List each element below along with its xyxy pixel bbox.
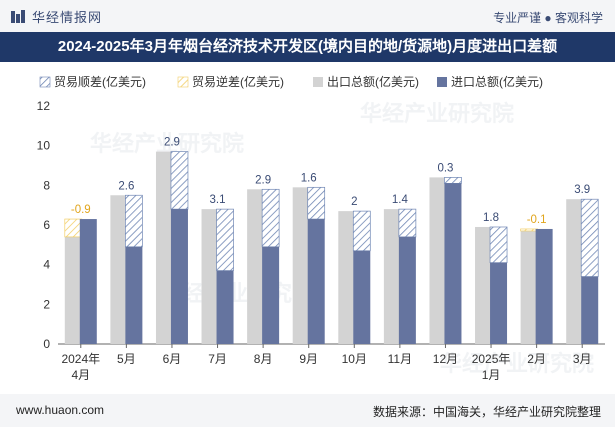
- bars: -0.9 2024年 4月 2.6 5月 2.9 6月 3.1 7月 2.9 8月 1.6 9月 2 10月…: [61, 137, 599, 382]
- import-bar: [444, 183, 462, 344]
- y-tick-label: 6: [43, 218, 50, 232]
- y-tick-label: 2: [43, 297, 50, 311]
- legend-swatch: [313, 77, 323, 87]
- surplus-bar: [444, 177, 462, 184]
- export-bar: [566, 199, 584, 344]
- top-bar: 华经情报网 专业严谨 ● 客观科学: [0, 0, 615, 32]
- export-bar: [475, 226, 493, 344]
- logo-text: 华经情报网: [32, 10, 103, 25]
- y-tick-label: 4: [43, 258, 50, 272]
- x-tick-label: 7月: [208, 352, 227, 366]
- chart-title: 2024-2025年3月年烟台经济技术开发区(境内目的地/货源地)月度进出口差额: [0, 32, 615, 62]
- export-bar: [201, 209, 219, 344]
- export-bar: [429, 177, 447, 344]
- import-bar: [581, 276, 599, 344]
- surplus-bar: [352, 210, 371, 252]
- x-tick-label: 9月: [299, 352, 318, 366]
- import-bar: [490, 262, 508, 344]
- export-bar: [110, 195, 128, 344]
- legend-swatch: [437, 77, 447, 87]
- x-tick-label: 2月: [527, 352, 546, 366]
- balance-label: -0.1: [527, 214, 547, 226]
- surplus-bar: [125, 194, 143, 248]
- legend-swatch: [39, 76, 51, 88]
- x-tick-label: 6月: [163, 352, 182, 366]
- balance-label: 2.9: [164, 137, 180, 149]
- balance-label: 1.4: [392, 194, 409, 206]
- export-bar: [383, 209, 401, 344]
- export-bar: [155, 151, 173, 344]
- legend-label: 进口总额(亿美元): [451, 74, 543, 89]
- x-tick-label: 8月: [254, 352, 273, 366]
- x-tick-label: 1月: [482, 368, 501, 382]
- import-bar: [216, 270, 234, 344]
- x-tick-label: 11月: [388, 352, 412, 366]
- legend: 贸易顺差(亿美元) 贸易逆差(亿美元) 出口总额(亿美元) 进口总额(亿美元): [39, 74, 543, 89]
- balance-label: 0.3: [437, 162, 453, 174]
- legend-label: 出口总额(亿美元): [327, 74, 419, 89]
- surplus-bar: [580, 198, 599, 277]
- x-tick-label: 4月: [71, 368, 90, 382]
- y-tick-label: 10: [37, 139, 51, 153]
- surplus-bar: [398, 208, 417, 238]
- site-url: www.huaon.com: [16, 403, 105, 417]
- balance-label: 2: [351, 196, 357, 208]
- surplus-bar: [170, 151, 189, 210]
- deficit-bar: [64, 218, 83, 238]
- import-bar: [262, 246, 280, 344]
- balance-label: -0.9: [71, 204, 91, 216]
- y-tick-label: 8: [43, 178, 50, 192]
- balance-label: 3.9: [574, 184, 590, 196]
- surplus-bar: [216, 208, 234, 271]
- import-bar: [535, 228, 553, 344]
- legend-swatch: [177, 76, 189, 88]
- legend-label: 贸易逆差(亿美元): [192, 74, 284, 89]
- axes: 0 2 4 6 8 10 12: [37, 99, 605, 351]
- import-bar: [79, 219, 97, 344]
- export-bar: [64, 236, 82, 344]
- x-tick-label: 12月: [433, 352, 458, 366]
- export-bar: [520, 230, 538, 344]
- import-bar: [170, 209, 188, 344]
- surplus-bar: [489, 226, 508, 264]
- x-tick-label: 2025年: [472, 352, 511, 366]
- deficit-bar: [520, 228, 538, 232]
- surplus-bar: [307, 186, 326, 220]
- bar-chart: 贸易顺差(亿美元) 贸易逆差(亿美元) 出口总额(亿美元) 进口总额(亿美元) 0 2 4…: [37, 74, 605, 382]
- x-tick-label: 2024年: [61, 352, 100, 366]
- x-tick-label: 5月: [117, 352, 136, 366]
- balance-label: 1.8: [483, 212, 499, 224]
- x-tick-label: 10月: [342, 352, 367, 366]
- import-bar: [307, 219, 325, 344]
- data-source: 数据来源：中国海关，华经产业研究院整理: [372, 405, 601, 419]
- import-bar: [125, 246, 143, 344]
- logo-icon: [11, 9, 25, 23]
- slogan: 专业严谨 ● 客观科学: [493, 11, 603, 25]
- import-bar: [398, 236, 416, 344]
- bottom-bar: www.huaon.com 数据来源：中国海关，华经产业研究院整理: [0, 394, 615, 427]
- logo: 华经情报网: [10, 7, 102, 26]
- surplus-bar: [261, 188, 280, 248]
- balance-label: 2.6: [118, 180, 134, 192]
- legend-label: 贸易顺差(亿美元): [54, 74, 146, 89]
- balance-label: 2.9: [255, 174, 271, 186]
- y-tick-label: 12: [37, 99, 51, 113]
- export-bar: [292, 187, 310, 344]
- balance-label: 3.1: [210, 194, 226, 206]
- y-tick-label: 0: [43, 337, 50, 351]
- balance-label: 1.6: [301, 172, 317, 184]
- import-bar: [353, 250, 371, 344]
- export-bar: [247, 189, 265, 344]
- export-bar: [338, 211, 356, 344]
- x-tick-label: 3月: [573, 352, 592, 366]
